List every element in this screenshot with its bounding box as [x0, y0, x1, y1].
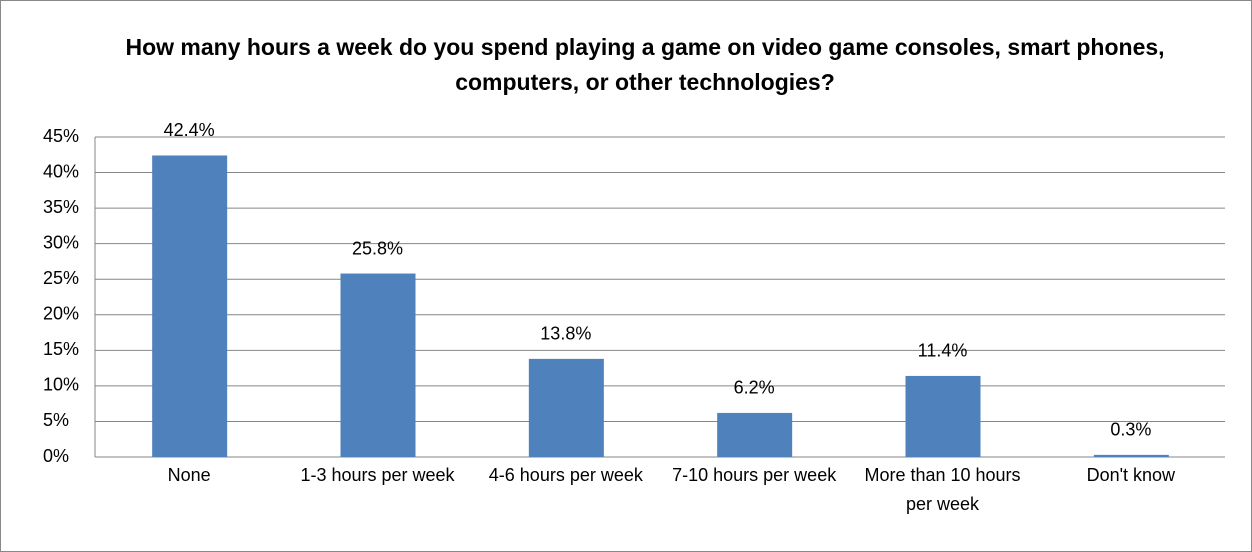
bar: [717, 412, 793, 457]
x-tick-label: None: [167, 465, 211, 485]
x-tick-label: More than 10 hours per week: [864, 465, 1021, 514]
y-tick-label: 10%: [43, 375, 79, 395]
data-label: 11.4%: [918, 341, 968, 361]
y-tick-label: 45%: [43, 126, 79, 146]
bar: [905, 375, 981, 457]
y-tick-label: 25%: [43, 268, 79, 288]
data-label: 6.2%: [734, 378, 775, 398]
x-tick-label: 7-10 hours per week: [672, 465, 837, 485]
data-label: 42.4%: [164, 120, 215, 140]
bar: [528, 358, 604, 457]
bar: [340, 273, 416, 457]
bar: [152, 155, 228, 457]
x-tick-label: Don't know: [1086, 465, 1176, 485]
x-tick-label: 1-3 hours per week: [300, 465, 455, 485]
data-label: 13.8%: [540, 324, 591, 344]
x-tick-label: 4-6 hours per week: [488, 465, 643, 485]
y-tick-label: 20%: [43, 304, 79, 324]
data-label: 25.8%: [352, 238, 403, 258]
y-tick-label: 5%: [43, 410, 69, 430]
y-tick-label: 40%: [43, 161, 79, 181]
chart-title: How many hours a week do you spend playi…: [125, 34, 1165, 95]
data-label: 0.3%: [1110, 420, 1151, 440]
y-tick-label: 15%: [43, 339, 79, 359]
y-tick-label: 35%: [43, 197, 79, 217]
y-tick-label: 0%: [43, 446, 69, 466]
y-tick-label: 30%: [43, 232, 79, 252]
bar: [1093, 454, 1169, 457]
